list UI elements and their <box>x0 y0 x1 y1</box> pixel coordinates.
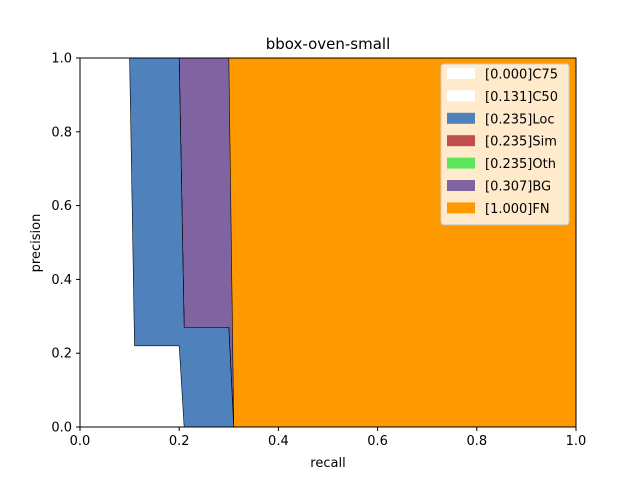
y-tick-label: 0.2 <box>51 347 72 362</box>
y-tick-label: 0.8 <box>51 125 72 140</box>
legend-label-0-235-loc: [0.235]Loc <box>485 112 554 127</box>
legend-swatch-0-000-c75 <box>447 68 475 79</box>
y-tick-label: 0.6 <box>51 199 72 214</box>
legend-label-0-235-sim: [0.235]Sim <box>485 135 557 150</box>
plot-frame <box>79 57 577 428</box>
x-tick-label: 0.6 <box>367 434 388 449</box>
x-tick-label: 0.0 <box>70 434 91 449</box>
y-axis-ticks: 0.0 0.2 0.4 0.6 0.8 1.0 <box>51 52 80 436</box>
legend: [0.000]C75 [0.131]C50 [0.235]Loc [0.235]Sim… <box>440 63 570 226</box>
legend-label-0-235-oth: [0.235]Oth <box>485 157 556 172</box>
y-tick-label: 0.4 <box>51 273 72 288</box>
x-tick-label: 1.0 <box>566 434 587 449</box>
x-axis-label: recall <box>310 456 345 471</box>
legend-swatch-1-000-fn <box>447 202 475 214</box>
legend-swatch-0-235-sim <box>447 135 475 147</box>
legend-label-0-000-c75: [0.000]C75 <box>485 68 558 83</box>
legend-swatch-0-131-c50 <box>447 90 475 102</box>
legend-label-1-000-fn: [1.000]FN <box>485 202 550 217</box>
legend-swatch-0-307-bg <box>447 180 475 191</box>
legend-swatch-0-235-loc <box>447 112 475 124</box>
legend-label-0-131-c50: [0.131]C50 <box>485 90 558 105</box>
x-tick-label: 0.2 <box>169 434 190 449</box>
x-tick-label: 0.4 <box>268 434 289 449</box>
y-tick-label: 1.0 <box>51 52 72 67</box>
x-axis-ticks: 0.0 0.2 0.4 0.6 0.8 1.0 <box>70 427 587 449</box>
y-tick-label: 0.0 <box>51 421 72 436</box>
legend-label-0-307-bg: [0.307]BG <box>485 180 551 195</box>
x-tick-label: 0.8 <box>466 434 487 449</box>
y-axis-label: precision <box>29 214 44 273</box>
legend-swatch-0-235-oth <box>447 157 475 169</box>
chart-title: bbox-oven-small <box>266 35 390 53</box>
